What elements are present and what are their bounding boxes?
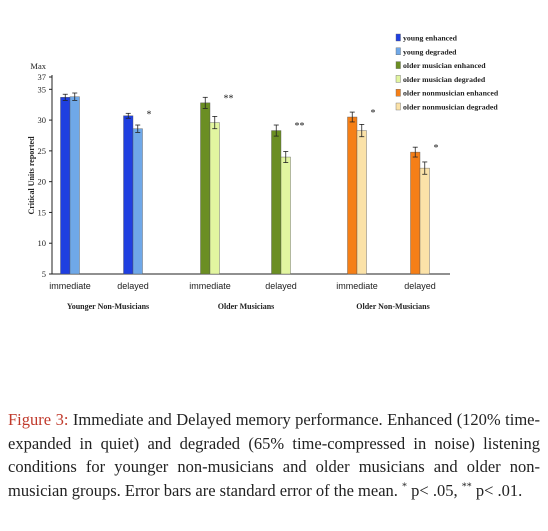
caption-sig1-text: p< .05, xyxy=(407,480,462,500)
x-tick-label: delayed xyxy=(404,281,436,291)
y-tick-label: 25 xyxy=(38,146,47,156)
bar xyxy=(280,156,291,275)
caption-label: Figure 3: xyxy=(8,410,69,429)
legend-swatch xyxy=(395,33,401,42)
figure-caption: Figure 3: Immediate and Delayed memory p… xyxy=(8,408,540,502)
y-tick-label: 20 xyxy=(38,177,47,187)
legend-label: older nonmusician degraded xyxy=(403,103,498,112)
y-max-label: Max xyxy=(30,61,46,71)
bar xyxy=(123,115,134,275)
group-label: Younger Non-Musicians xyxy=(67,302,149,311)
bar xyxy=(419,167,430,275)
x-tick-label: immediate xyxy=(336,281,378,291)
x-tick-label: immediate xyxy=(49,281,91,291)
y-tick-label: 35 xyxy=(38,84,47,94)
significance-mark: * xyxy=(371,108,376,119)
legend-swatch xyxy=(395,47,401,55)
bar xyxy=(356,130,367,275)
y-tick-label: 5 xyxy=(42,269,46,279)
caption-text: Immediate and Delayed memory performance… xyxy=(8,410,540,500)
bar xyxy=(60,97,71,275)
bar xyxy=(410,151,421,275)
significance-mark: ** xyxy=(295,121,305,132)
caption-sig2-text: p< .01. xyxy=(471,480,523,500)
significance-mark: * xyxy=(147,109,152,120)
legend-swatch xyxy=(395,88,401,97)
legend-label: older musician degraded xyxy=(403,75,486,84)
bar xyxy=(69,96,80,275)
caption-sig2-mark: ** xyxy=(461,481,472,492)
y-tick-label: 37 xyxy=(38,72,47,82)
bar xyxy=(209,122,220,275)
legend-swatch xyxy=(395,102,401,111)
significance-mark: ** xyxy=(224,93,234,104)
y-tick-label: 30 xyxy=(38,115,47,125)
legend-label: young degraded xyxy=(403,47,457,56)
legend-label: older nonmusician enhanced xyxy=(403,89,499,98)
y-tick-label: 15 xyxy=(38,207,47,217)
significance-mark: * xyxy=(434,143,439,154)
x-tick-label: immediate xyxy=(189,281,231,291)
bar xyxy=(347,116,358,275)
legend-swatch xyxy=(395,61,401,69)
legend-label: young enhanced xyxy=(403,34,458,43)
x-tick-label: delayed xyxy=(265,281,297,291)
group-label: Older Musicians xyxy=(218,302,275,311)
legend-swatch xyxy=(395,75,401,83)
legend-label: older musician enhanced xyxy=(403,61,486,70)
y-axis-title: Critical Units reported xyxy=(27,136,36,215)
y-tick-label: 10 xyxy=(38,238,47,248)
x-tick-label: delayed xyxy=(117,281,149,291)
group-label: Older Non-Musicians xyxy=(356,302,429,311)
bar xyxy=(132,128,143,275)
bar xyxy=(271,130,282,275)
caption-sig1-mark: * xyxy=(402,481,408,492)
bar xyxy=(200,102,211,275)
